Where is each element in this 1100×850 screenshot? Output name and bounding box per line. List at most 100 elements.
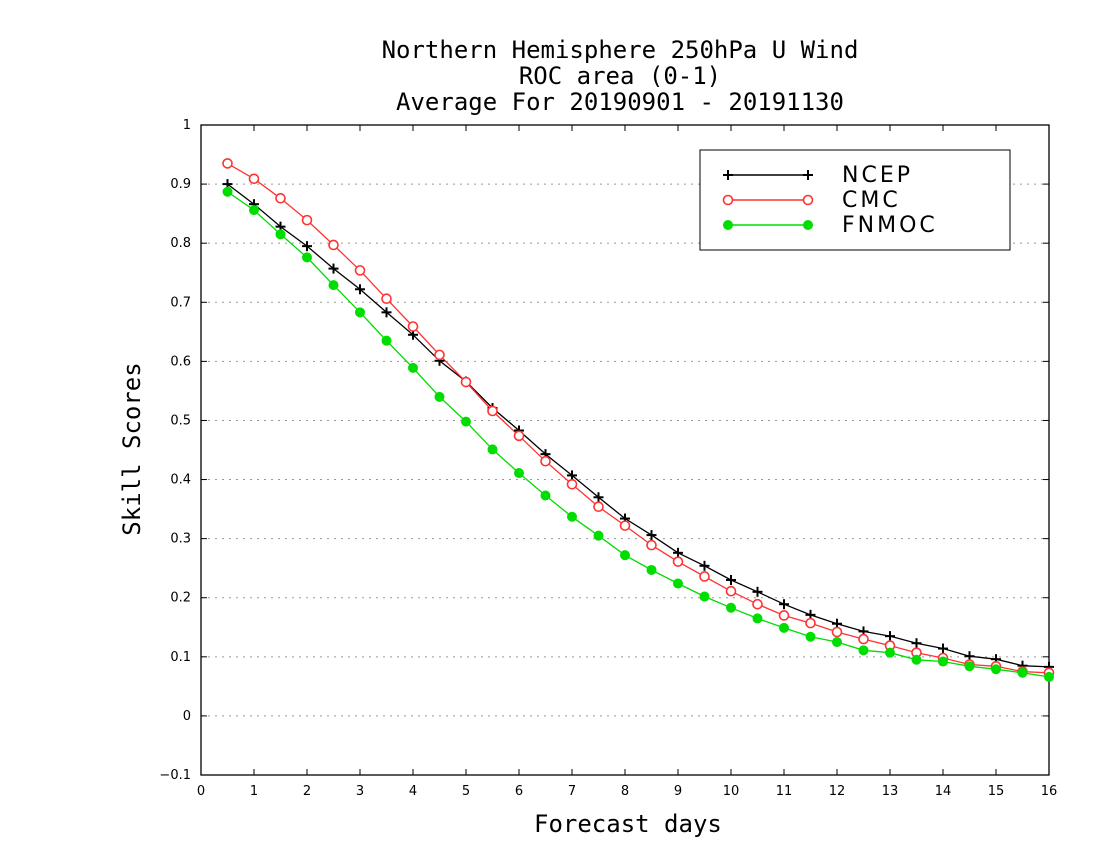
data-point-cmc <box>434 349 445 361</box>
data-point-cmc <box>275 192 286 204</box>
y-tick-label: −0.1 <box>159 768 191 783</box>
data-point-cmc <box>354 265 366 276</box>
legend-label-cmc: CMC <box>842 188 901 213</box>
data-point-fnmoc <box>381 335 392 346</box>
x-tick-label: 12 <box>829 784 846 799</box>
legend-marker-ncep <box>803 170 813 180</box>
data-point-fnmoc <box>567 511 577 522</box>
data-point-cmc <box>328 239 339 251</box>
x-tick-label: 16 <box>1041 784 1058 799</box>
legend-marker-cmc <box>722 194 734 206</box>
data-point-ncep <box>726 575 736 585</box>
x-tick-label: 4 <box>409 784 417 799</box>
series-line-ncep <box>227 183 1050 668</box>
data-point-fnmoc <box>805 631 816 642</box>
y-tick-label: 0.4 <box>170 473 191 488</box>
x-axis-label: Forecast days <box>534 810 722 838</box>
x-tick-label: 9 <box>674 784 682 799</box>
data-point-cmc <box>540 455 551 467</box>
data-point-fnmoc <box>620 550 630 561</box>
chart-title-line-3: Average For 20190901 - 20191130 <box>396 88 844 116</box>
x-tick-label: 11 <box>776 784 793 799</box>
data-point-cmc <box>593 501 604 513</box>
data-point-fnmoc <box>328 280 339 291</box>
x-tick-label: 7 <box>568 784 576 799</box>
data-point-fnmoc <box>408 362 418 373</box>
x-tick-label: 5 <box>462 784 470 799</box>
y-tick-label: 0.2 <box>170 591 191 606</box>
data-point-cmc <box>619 520 631 531</box>
data-point-cmc <box>460 376 472 388</box>
chart-title-line-2: ROC area (0-1) <box>518 62 722 90</box>
data-point-fnmoc <box>302 252 312 263</box>
legend-label-ncep: NCEP <box>842 163 913 188</box>
data-point-cmc <box>301 214 313 226</box>
data-point-ncep <box>885 631 895 642</box>
x-tick-label: 6 <box>515 784 523 799</box>
y-axis: −0.1 0 0.1 0.2 0.3 0.4 0.5 0.6 0.7 0.8 0.9 1 <box>159 118 1049 783</box>
data-point-fnmoc <box>1044 671 1054 682</box>
data-point-fnmoc <box>646 564 657 575</box>
data-point-fnmoc <box>249 205 259 216</box>
data-point-ncep <box>593 492 604 503</box>
data-point-ncep <box>938 643 948 654</box>
data-point-ncep <box>328 263 339 274</box>
data-point-cmc <box>407 321 419 332</box>
data-point-ncep <box>355 284 365 295</box>
data-point-ncep <box>779 599 789 610</box>
data-point-fnmoc <box>673 578 683 589</box>
chart-title-line-1: Northern Hemisphere 250hPa U Wind <box>381 36 859 64</box>
data-point-cmc <box>566 478 578 490</box>
y-tick-label: 0.6 <box>170 354 191 369</box>
x-tick-label: 1 <box>250 784 258 799</box>
x-tick-label: 3 <box>356 784 364 799</box>
data-point-cmc <box>672 556 684 567</box>
data-point-fnmoc <box>461 416 471 427</box>
data-point-ncep <box>752 586 763 597</box>
y-tick-label: 0 <box>183 709 191 724</box>
data-point-ncep <box>302 241 312 252</box>
data-point-fnmoc <box>885 647 895 658</box>
data-point-fnmoc <box>434 391 445 402</box>
data-point-cmc <box>381 293 392 305</box>
x-tick-label: 15 <box>988 784 1005 799</box>
data-point-cmc <box>778 610 790 621</box>
data-point-cmc <box>805 617 816 629</box>
series-line-fnmoc <box>227 191 1050 678</box>
data-point-ncep <box>699 560 710 571</box>
data-point-fnmoc <box>991 664 1001 675</box>
y-tick-label: 0.7 <box>170 295 191 310</box>
legend-marker-ncep <box>723 170 733 180</box>
data-point-fnmoc <box>593 530 604 541</box>
data-point-fnmoc <box>699 591 710 602</box>
data-point-cmc <box>513 430 525 442</box>
data-point-fnmoc <box>514 468 524 479</box>
x-axis: 0 1 2 3 4 5 6 7 8 9 10 11 12 13 14 15 16 <box>197 125 1057 799</box>
data-point-fnmoc <box>964 661 975 672</box>
x-tick-label: 13 <box>882 784 899 799</box>
data-point-ncep <box>646 530 657 541</box>
data-point-fnmoc <box>752 613 763 624</box>
data-point-cmc <box>646 539 657 551</box>
data-point-cmc <box>858 633 869 645</box>
y-tick-label: 1 <box>183 118 191 133</box>
data-point-fnmoc <box>355 307 365 318</box>
x-tick-label: 8 <box>621 784 629 799</box>
data-point-cmc <box>248 173 260 185</box>
data-point-fnmoc <box>911 654 922 665</box>
data-point-fnmoc <box>222 186 233 197</box>
data-point-cmc <box>752 598 763 610</box>
y-tick-label: 0.8 <box>170 236 191 251</box>
y-tick-label: 0.1 <box>170 650 191 665</box>
data-point-ncep <box>673 547 683 558</box>
data-point-fnmoc <box>275 229 286 240</box>
grid-lines <box>201 183 1049 717</box>
data-point-fnmoc <box>540 490 551 501</box>
data-point-ncep <box>381 307 392 318</box>
data-point-cmc <box>222 158 233 169</box>
y-tick-label: 0.9 <box>170 177 191 192</box>
legend-marker-cmc <box>802 194 814 206</box>
data-point-fnmoc <box>779 622 789 633</box>
data-point-fnmoc <box>487 444 498 455</box>
